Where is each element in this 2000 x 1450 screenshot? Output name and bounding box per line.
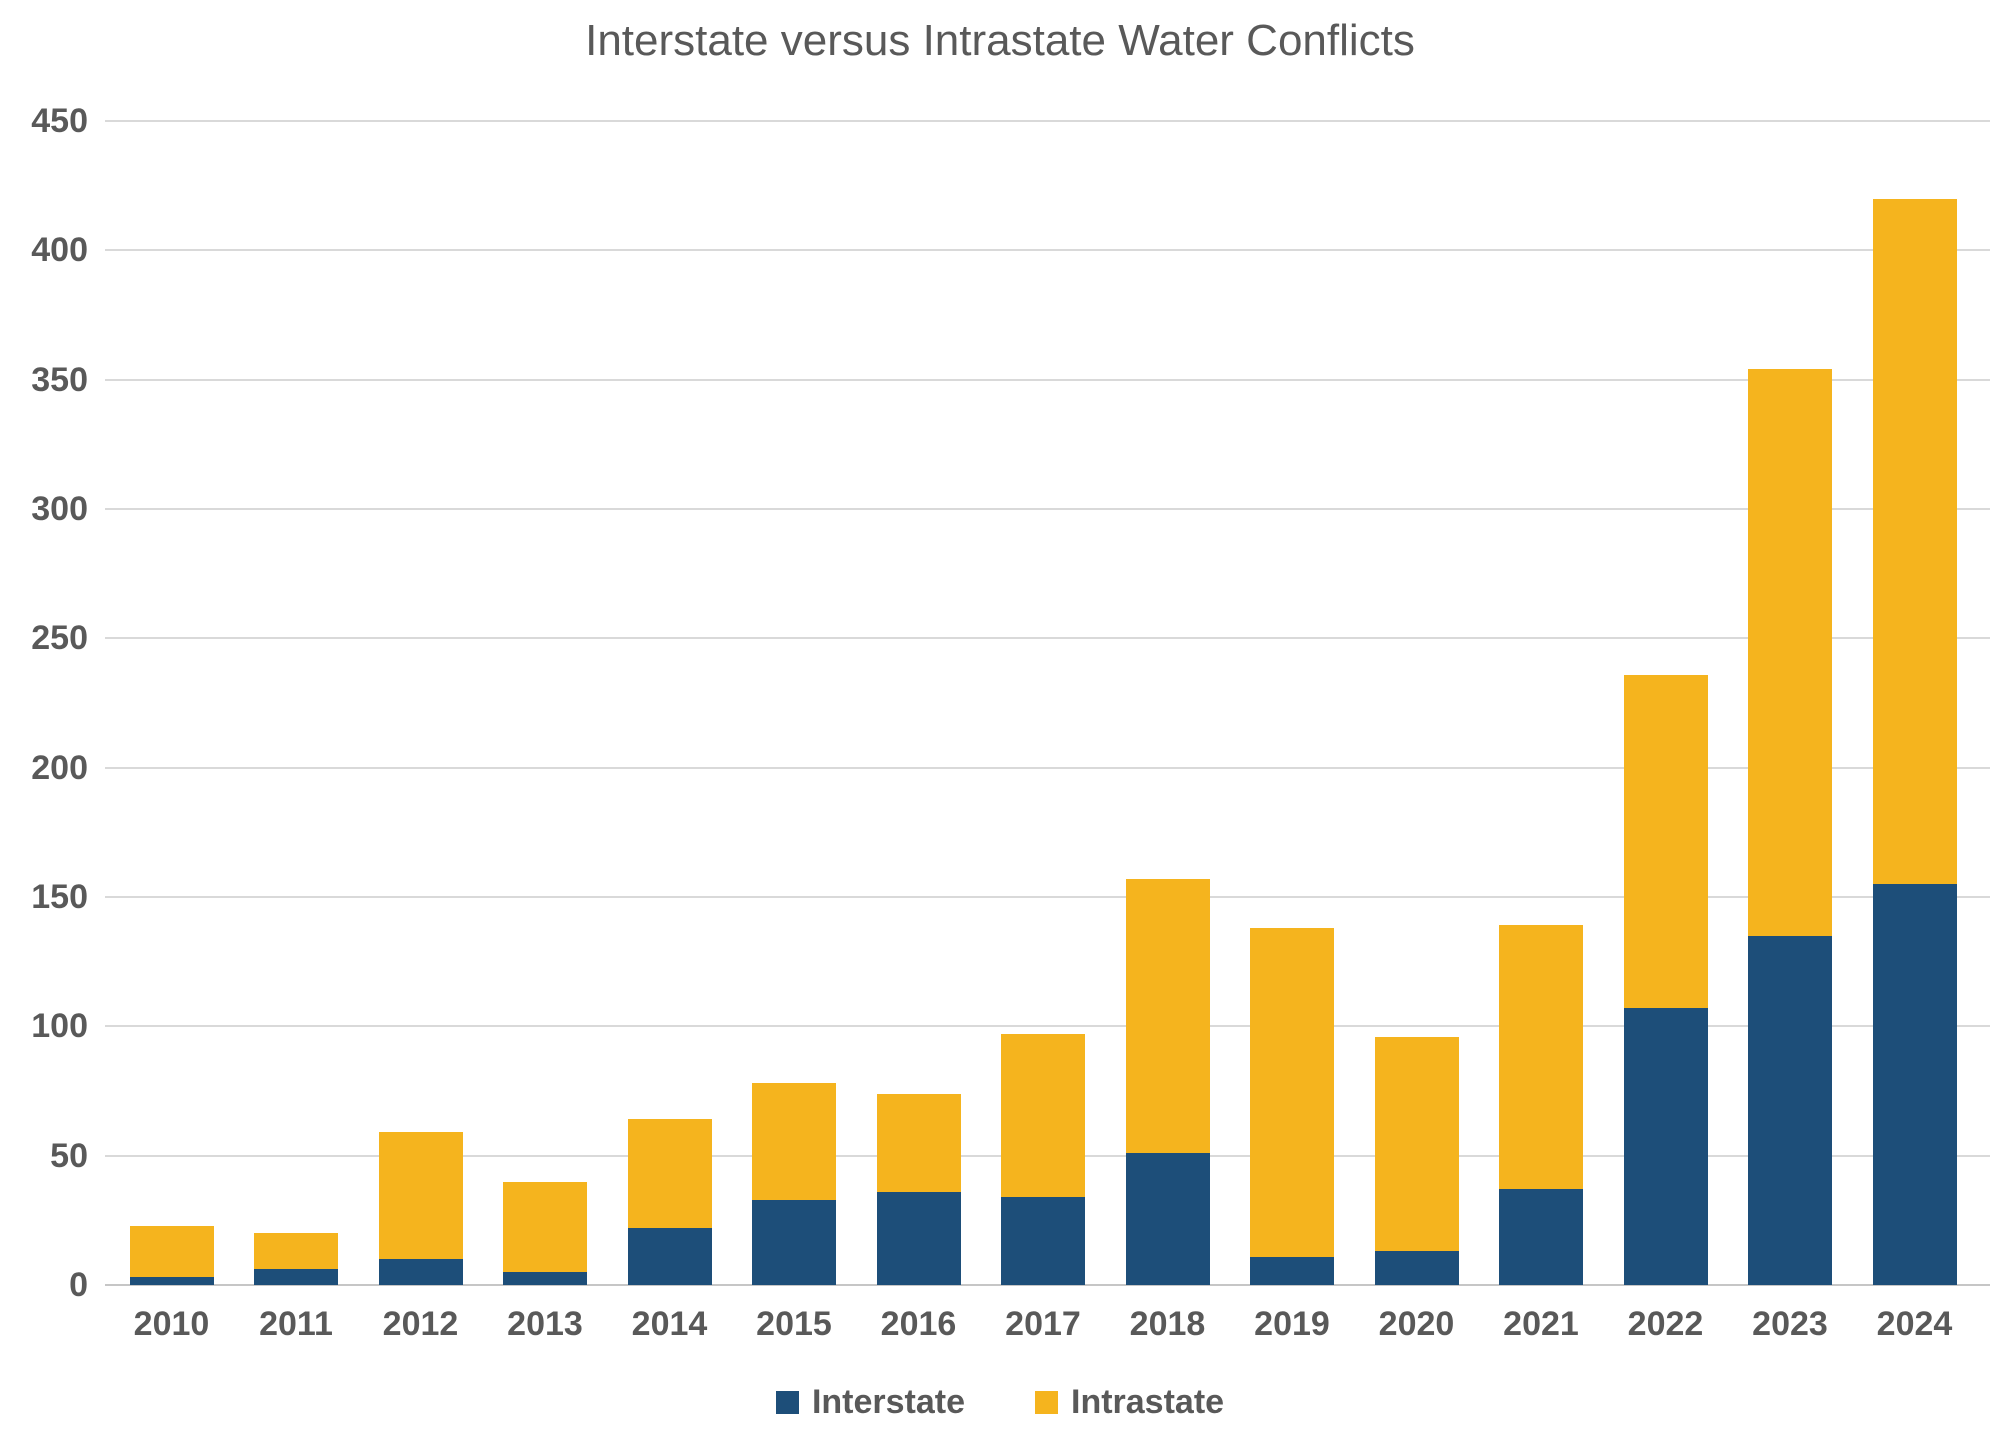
legend-label-interstate: Interstate: [811, 1383, 965, 1421]
x-axis-line: [105, 1284, 1990, 1286]
y-axis-tick-label: 50: [50, 1136, 88, 1175]
y-axis-tick-label: 150: [31, 878, 88, 916]
bar-2018-intrastate: [1125, 878, 1210, 1154]
bar-2013-intrastate: [503, 1181, 587, 1273]
gridline: [105, 1025, 1990, 1028]
y-axis-tick-label: 0: [69, 1266, 88, 1304]
x-axis-label: 2012: [382, 1305, 459, 1343]
y-axis-tick-label: 250: [31, 619, 88, 658]
gridline: [105, 766, 1990, 769]
bar-2018-interstate: [1125, 1153, 1210, 1285]
y-axis-tick-label: 300: [31, 490, 88, 528]
bar-2021-intrastate: [1499, 925, 1583, 1190]
x-axis-label: 2019: [1254, 1305, 1330, 1343]
x-axis-label: 2021: [1503, 1305, 1579, 1343]
bar-2020-interstate: [1374, 1251, 1459, 1285]
legend-item-intrastate: Intrastate: [1035, 1383, 1224, 1422]
bar-2022-intrastate: [1623, 674, 1708, 1009]
bar-2010-interstate: [129, 1277, 214, 1285]
gridline: [105, 508, 1990, 510]
gridline: [105, 896, 1990, 898]
bar-2012-intrastate: [378, 1132, 463, 1260]
bar-2014-interstate: [627, 1228, 712, 1285]
x-axis-label: 2015: [756, 1305, 832, 1343]
gridline: [105, 249, 1990, 252]
bar-2019-intrastate: [1250, 928, 1334, 1257]
x-axis-label: 2010: [133, 1305, 210, 1343]
y-axis-tick-label: 350: [31, 360, 88, 399]
y-axis-tick-label: 400: [31, 231, 88, 270]
x-axis-label: 2011: [259, 1305, 333, 1343]
bar-2019-interstate: [1250, 1256, 1334, 1285]
bar-2023-intrastate: [1748, 369, 1832, 936]
bar-2017-intrastate: [1001, 1034, 1085, 1198]
bar-2021-interstate: [1499, 1189, 1583, 1285]
x-axis-label: 2016: [880, 1305, 957, 1343]
bar-2024-intrastate: [1872, 198, 1957, 885]
bar-2016-intrastate: [876, 1093, 961, 1192]
bar-2023-interstate: [1748, 935, 1832, 1285]
chart-title: Interstate versus Intrastate Water Confl…: [585, 16, 1415, 65]
bar-2024-interstate: [1872, 884, 1957, 1285]
bar-2016-interstate: [876, 1191, 961, 1285]
bar-2011-interstate: [254, 1269, 338, 1285]
x-axis-label: 2018: [1129, 1305, 1206, 1343]
x-axis-label: 2022: [1627, 1305, 1704, 1343]
x-axis-label: 2023: [1752, 1305, 1828, 1343]
y-axis-tick-label: 100: [31, 1007, 88, 1046]
gridline: [105, 637, 1990, 640]
legend-label-intrastate: Intrastate: [1071, 1383, 1225, 1421]
gridline: [105, 120, 1990, 122]
x-axis-label: 2017: [1005, 1305, 1081, 1343]
x-axis-label: 2013: [507, 1305, 583, 1343]
bar-2015-interstate: [752, 1199, 836, 1285]
bar-2012-interstate: [378, 1259, 463, 1285]
legend: Interstate Intrastate: [0, 1383, 2000, 1422]
bar-2011-intrastate: [254, 1233, 338, 1270]
bar-2013-interstate: [503, 1272, 587, 1285]
y-axis-tick-label: 200: [31, 748, 88, 787]
y-axis-tick-label: 450: [31, 102, 88, 140]
bar-2022-interstate: [1623, 1008, 1708, 1285]
legend-swatch-interstate-icon: [775, 1391, 799, 1414]
bar-2015-intrastate: [752, 1083, 836, 1200]
bar-2014-intrastate: [627, 1119, 712, 1229]
bar-2017-interstate: [1001, 1197, 1085, 1285]
x-axis-label: 2024: [1876, 1305, 1953, 1343]
bar-2020-intrastate: [1374, 1036, 1459, 1252]
x-axis-label: 2020: [1378, 1305, 1455, 1343]
gridline: [105, 378, 1990, 381]
legend-swatch-intrastate-icon: [1035, 1391, 1058, 1414]
bar-2010-intrastate: [129, 1225, 214, 1278]
legend-item-interstate: Interstate: [775, 1383, 965, 1422]
x-axis-label: 2014: [631, 1305, 708, 1343]
